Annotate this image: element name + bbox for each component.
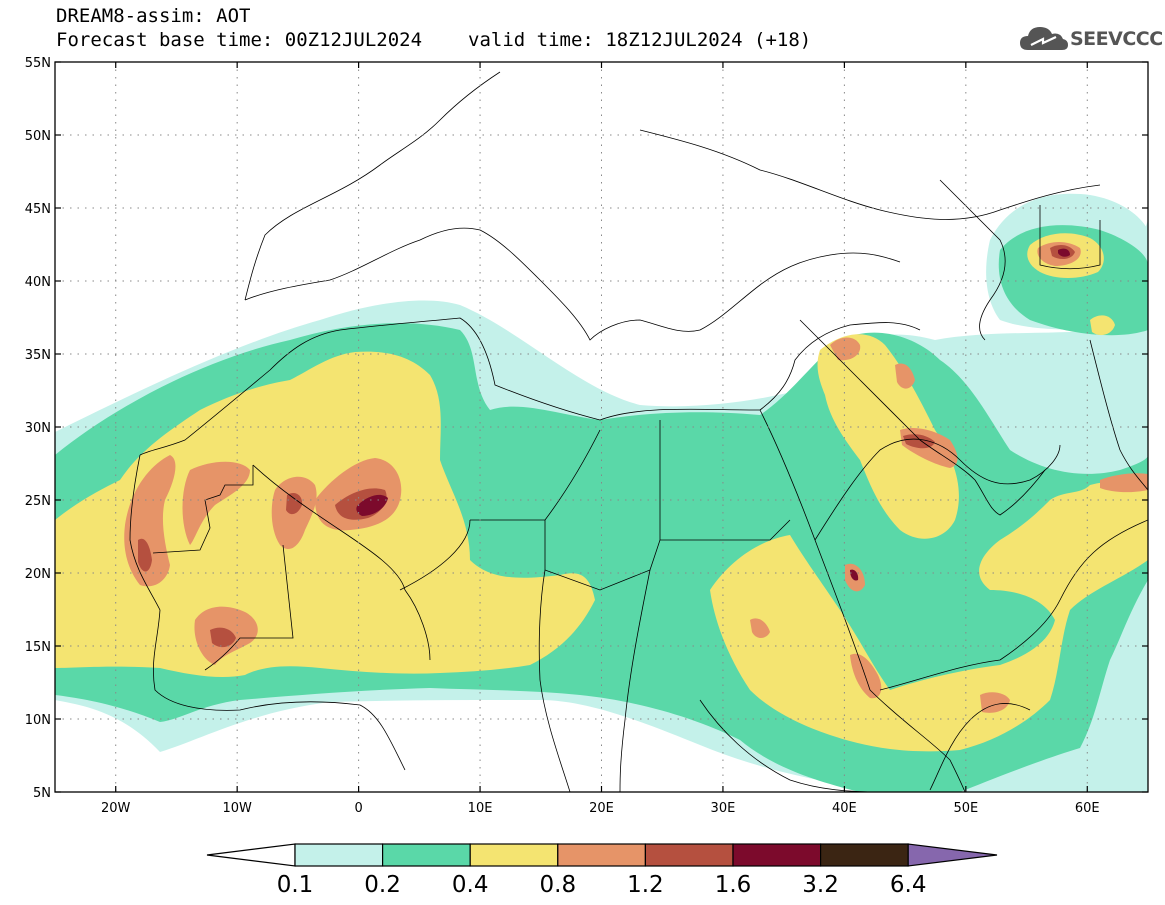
lat-label: 35N — [25, 348, 51, 363]
lon-label: 60E — [1075, 801, 1100, 816]
legend-swatch — [294, 843, 384, 867]
legend-label: 1.6 — [715, 872, 752, 897]
aot-fields — [55, 62, 1148, 792]
lat-label: 40N — [25, 275, 51, 290]
legend-arrow-high — [907, 843, 998, 867]
legend-label: 0.2 — [364, 872, 401, 897]
lat-label: 30N — [25, 421, 51, 436]
legend-swatch — [469, 843, 559, 867]
lat-label: 20N — [25, 567, 51, 582]
lon-label: 50E — [953, 801, 978, 816]
color-scale-legend: 0.1 0.2 0.4 0.8 1.2 1.6 3.2 6.4 — [206, 843, 998, 897]
aot-level-1.6 — [356, 248, 1070, 581]
lat-axis-labels: 55N 50N 45N 40N 35N 30N 25N 20N 15N 10N 5N — [25, 56, 51, 801]
legend-label: 1.2 — [627, 872, 664, 897]
legend-swatch — [819, 843, 909, 867]
legend-label: 6.4 — [890, 872, 927, 897]
lat-label: 10N — [25, 713, 51, 728]
legend-label: 3.2 — [802, 872, 839, 897]
legend-swatch — [732, 843, 822, 867]
legend-label: 0.4 — [452, 872, 489, 897]
lat-label: 55N — [25, 56, 51, 71]
legend-arrow-low — [206, 843, 296, 867]
lon-label: 10W — [222, 801, 252, 816]
legend-label: 0.1 — [277, 872, 314, 897]
time-info: Forecast base time: 00Z12JUL2024 valid ti… — [56, 29, 811, 51]
legend-swatch — [644, 843, 734, 867]
lon-axis-labels: 20W 10W 0 10E 20E 30E 40E 50E 60E — [101, 801, 1100, 816]
lat-label: 15N — [25, 640, 51, 655]
base-time: Forecast base time: 00Z12JUL2024 — [56, 29, 423, 51]
seevccc-logo: SEEVCCC — [1018, 22, 1163, 60]
lat-label: 50N — [25, 129, 51, 144]
map-title: DREAM8-assim: AOT — [56, 5, 251, 27]
lat-label: 45N — [25, 202, 51, 217]
cloud-icon — [1020, 27, 1068, 50]
lon-label: 0 — [354, 801, 362, 816]
legend-swatch — [382, 843, 471, 867]
aot-map: 55N 50N 45N 40N 35N 30N 25N 20N 15N 10N 5N 20W 10W 0… — [25, 56, 1149, 816]
legend-swatch — [557, 843, 646, 867]
lon-label: 40E — [832, 801, 857, 816]
axis-ticks — [55, 61, 1148, 793]
lon-label: 30E — [711, 801, 736, 816]
coastlines — [129, 71, 1148, 792]
legend-label: 0.8 — [540, 872, 577, 897]
logo-text: SEEVCCC — [1070, 28, 1163, 50]
lon-label: 20E — [589, 801, 614, 816]
lon-label: 20W — [101, 801, 131, 816]
valid-time: valid time: 18Z12JUL2024 (+18) — [468, 29, 812, 51]
graticule — [55, 62, 1148, 792]
lat-label: 25N — [25, 494, 51, 509]
lon-label: 10E — [468, 801, 493, 816]
lat-label: 5N — [33, 786, 51, 801]
